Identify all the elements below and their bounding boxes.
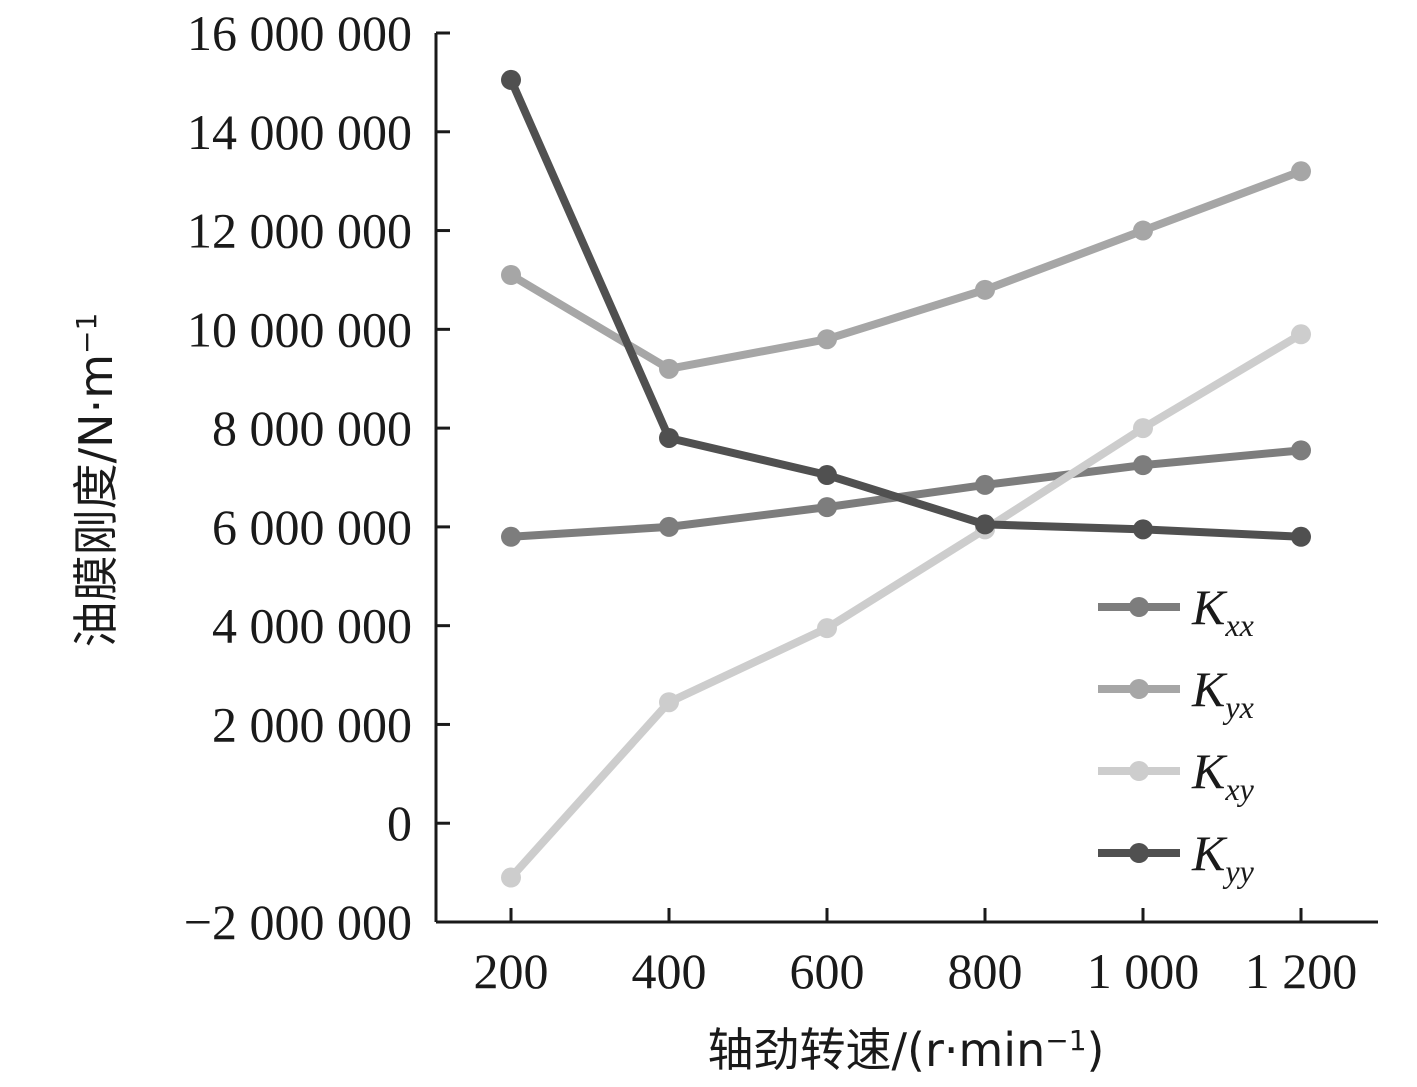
x-tick-label: 600 — [790, 943, 865, 999]
data-point — [1133, 220, 1153, 241]
legend-item-Kxx: Kxx — [1098, 579, 1254, 643]
legend-label-main: K — [1191, 579, 1228, 635]
legend-label: Kyx — [1191, 661, 1254, 725]
data-point — [817, 465, 837, 486]
y-tick-label: 6 000 000 — [212, 499, 412, 555]
legend-label: Kxx — [1191, 579, 1254, 643]
y-tick-label: 2 000 000 — [212, 696, 412, 752]
y-axis-title-main: 油膜刚度/N·m — [69, 354, 123, 647]
series-line — [508, 167, 1303, 373]
y-tick-label: 4 000 000 — [212, 598, 412, 654]
legend-item-Kyy: Kyy — [1098, 825, 1255, 889]
data-point — [1291, 440, 1311, 461]
y-tick-label: 0 — [387, 795, 412, 851]
data-point — [817, 497, 837, 518]
data-point — [1133, 455, 1153, 476]
legend-item-Kxy: Kxy — [1098, 743, 1255, 807]
data-point — [659, 516, 679, 537]
y-tick-label: −2 000 000 — [184, 894, 412, 950]
legend-swatch-marker — [1129, 679, 1149, 699]
data-point — [1133, 418, 1153, 439]
legend-swatch-marker — [1129, 597, 1149, 617]
x-tick-label: 400 — [632, 943, 707, 999]
y-axis-title-sup: −1 — [70, 313, 103, 354]
data-point — [501, 526, 521, 547]
x-tick-label: 1 000 — [1087, 943, 1200, 999]
y-tick-label: 16 000 000 — [187, 5, 412, 61]
axes — [434, 31, 1378, 924]
data-point — [501, 867, 521, 888]
y-tick-label: 8 000 000 — [212, 400, 412, 456]
data-point — [817, 329, 837, 350]
x-axis-title-main: 轴劲转速/(r·min — [708, 1023, 1046, 1077]
x-axis-title: 轴劲转速/(r·min−1) — [708, 1023, 1105, 1077]
data-point — [975, 474, 995, 495]
series-line — [510, 446, 1302, 541]
data-point — [659, 427, 679, 448]
data-point — [975, 279, 995, 300]
data-point — [659, 692, 679, 713]
data-point — [1291, 324, 1311, 345]
data-point — [975, 514, 995, 535]
legend-label-main: K — [1191, 661, 1228, 717]
data-point — [1291, 161, 1311, 182]
x-axis-title-sup: −1 — [1045, 1024, 1086, 1057]
data-point — [501, 265, 521, 286]
data-point — [659, 358, 679, 379]
legend-swatch-marker — [1129, 761, 1149, 781]
x-tick-label: 1 200 — [1245, 943, 1358, 999]
legend-label-sub: xx — [1224, 607, 1253, 643]
data-point — [817, 618, 837, 639]
data-point — [501, 69, 521, 90]
y-tick-label: 10 000 000 — [187, 301, 412, 357]
series-line — [507, 78, 1302, 541]
legend-label: Kyy — [1191, 825, 1255, 889]
series-Kyy — [501, 69, 1311, 547]
x-tick-labels: 200 400 600 800 1 000 1 200 — [474, 943, 1358, 999]
series-group — [501, 69, 1311, 888]
data-point — [1291, 526, 1311, 547]
legend-label-sub: xy — [1224, 771, 1254, 807]
legend-label-sub: yy — [1222, 853, 1254, 889]
x-axis-title-tail: ) — [1087, 1023, 1105, 1077]
series-Kxy — [501, 324, 1311, 888]
legend-label-sub: yx — [1222, 689, 1253, 725]
y-tick-labels: −2 000 000 0 2 000 000 4 000 000 6 000 000 8 … — [184, 5, 412, 950]
legend-item-Kyx: Kyx — [1098, 661, 1254, 725]
legend-label-main: K — [1191, 743, 1228, 799]
legend-swatch-marker — [1129, 843, 1149, 863]
series-line — [508, 330, 1304, 881]
series-Kyx — [501, 161, 1311, 379]
y-tick-label: 12 000 000 — [187, 203, 412, 259]
data-point — [1133, 519, 1153, 540]
legend-label-main: K — [1191, 825, 1228, 881]
y-axis-title: 油膜刚度/N·m−1 — [69, 313, 123, 648]
x-tick-label: 800 — [948, 943, 1023, 999]
legend-label: Kxy — [1191, 743, 1255, 807]
x-tick-label: 200 — [474, 943, 549, 999]
y-tick-label: 14 000 000 — [187, 104, 412, 160]
